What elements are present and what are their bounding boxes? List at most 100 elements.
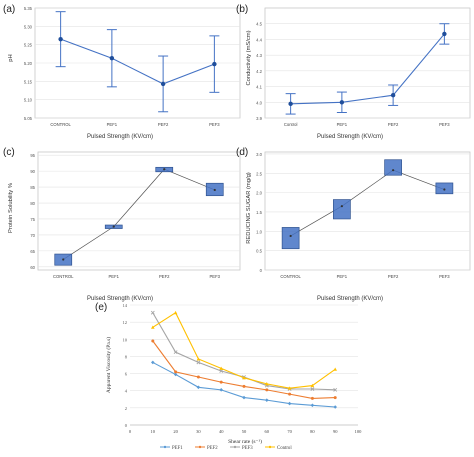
legend-marker [163,445,167,449]
y-tick-label: 5.05 [24,116,33,121]
y-tick-label: 1.5 [256,210,262,215]
y-tick-label: 8 [125,354,128,359]
y-tick-label: 3.0 [256,152,262,157]
data-point [58,36,63,42]
y-tick-label: 2.0 [256,191,262,196]
panel-c: (c) 60 65 70 75 80 85 90 95 CONTROL PEF1 PEF2 PEF3 Pu… [3,147,241,302]
data-point [219,380,223,384]
mean-line [290,169,445,237]
y-tick-label: 75 [30,217,35,222]
mean-marker [163,168,166,171]
data-point [333,387,338,392]
y-tick-label: 3.9 [256,116,262,121]
series-line [290,33,445,105]
y-tick-label: 70 [30,233,35,238]
data-point [265,388,269,392]
panel-letter: (e) [95,302,107,313]
box [281,227,300,250]
x-tick-label: 80 [310,429,315,434]
box [384,159,402,176]
data-point [287,386,292,390]
y-tick-label: 6 [125,372,128,377]
panel-a: (a) 5.05 5.10 5.15 5.20 5.25 5.30 5.35 CONTROL PE… [3,4,241,140]
y-tick-label: 0 [260,268,263,273]
data-point [219,369,224,373]
data-point [242,376,246,380]
y-tick-label: 2.5 [256,171,262,176]
y-axis-title: pH [8,54,14,61]
y-tick-label: 85 [30,185,35,190]
x-tick-label: PEF3 [210,274,221,279]
legend-marker [268,445,272,449]
x-axis-title: Pulsed Strength (KV/cm) [87,296,153,302]
y-tick-label: 0.5 [256,249,262,254]
legend-label: PEF3 [242,446,253,451]
plot-area [37,151,241,271]
x-tick-label: 70 [287,429,292,434]
plot-area [264,151,471,271]
y-tick-label: 4.4 [256,37,262,42]
mean-marker [443,188,446,191]
y-tick-label: 80 [30,201,35,206]
mean-marker [289,234,292,238]
data-point [173,350,178,355]
x-tick-label: 90 [333,429,338,434]
y-tick-label: 65 [30,249,35,254]
y-tick-label: 4.3 [256,53,262,58]
y-tick-label: 5.10 [24,98,33,103]
y-tick-label: 0 [125,423,128,428]
data-point [310,396,314,400]
data-point [174,370,178,374]
y-tick-label: 5.20 [24,61,33,66]
x-tick-label: CONTROL [53,274,74,279]
legend-marker [198,445,202,449]
x-tick-label: 20 [173,429,178,434]
data-point [333,396,337,400]
panel-letter: (d) [236,147,248,158]
y-tick-label: 4.2 [256,69,262,74]
y-axis-title: Protein Solubility % [8,183,14,233]
x-tick-label: 10 [151,429,156,434]
data-point [310,383,315,388]
x-tick-label: 40 [219,429,224,434]
x-tick-label: Control [284,122,298,127]
x-axis-title: Pulsed Strength (KV/cm) [317,134,383,140]
mean-marker [112,225,115,228]
x-tick-label: PEF2 [158,122,169,127]
data-point [333,367,337,371]
x-axis-title: Pulsed Strength (KV/cm) [87,134,153,140]
y-tick-label: 12 [123,320,128,325]
data-point [196,375,200,379]
data-point [219,388,223,392]
series-line [60,38,215,85]
legend-marker [233,445,237,449]
x-tick-label: 30 [196,429,201,434]
mean-line [63,168,215,260]
panel-letter: (a) [3,4,15,15]
data-point [287,401,292,406]
data-point [310,403,315,408]
legend-label: PEF2 [207,446,218,451]
data-point [109,56,115,61]
y-tick-label: 2 [125,406,127,411]
x-tick-label: PEF1 [109,274,120,279]
data-point [242,384,246,388]
data-point [151,360,155,365]
data-point [173,372,178,377]
y-tick-label: 60 [30,265,35,270]
panel-letter: (b) [236,4,248,15]
legend-label: Control [277,446,292,451]
x-tick-label: PEF2 [388,122,399,127]
legend-label: PEF1 [172,446,183,451]
data-point [265,398,269,402]
mean-marker [62,258,65,261]
y-tick-label: 5.35 [24,6,33,11]
x-tick-label: 50 [242,429,247,434]
x-tick-label: PEF3 [439,122,450,127]
panel-d: (d) 0 0.5 1.0 1.5 2.0 2.5 3.0 CONTROL PEF1 PEF2 PEF… [236,147,471,302]
panel-letter: (c) [3,147,15,158]
x-tick-label: CONTROL [50,122,71,127]
x-tick-label: CONTROL [280,274,301,279]
y-tick-label: 4.1 [256,85,262,90]
x-tick-label: PEF3 [209,122,220,127]
